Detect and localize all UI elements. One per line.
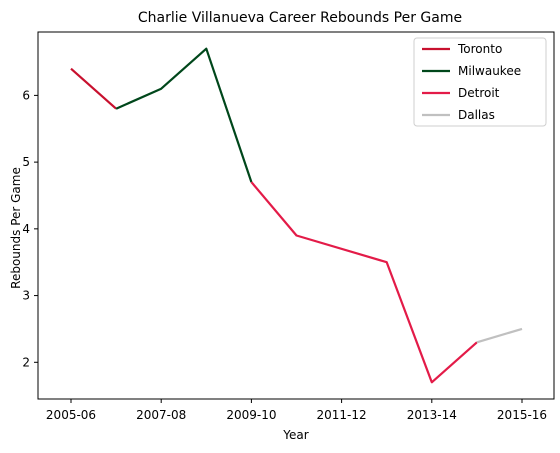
series-lines-layer xyxy=(70,47,523,384)
y-tick-label: 2 xyxy=(22,355,30,369)
y-tick-label: 5 xyxy=(22,155,30,169)
y-axis-label: Rebounds Per Game xyxy=(9,167,23,289)
chart-title: Charlie Villanueva Career Rebounds Per G… xyxy=(138,10,462,26)
x-tick-label: 2007-08 xyxy=(136,408,186,422)
series-line-dallas xyxy=(476,327,523,344)
x-tick-label: 2013-14 xyxy=(407,408,457,422)
x-tick-label: 2009-10 xyxy=(226,408,276,422)
axis-ticks-layer: 2005-06 2007-08 2009-10 2011-12 2013-14 2015-… xyxy=(22,88,547,422)
legend-label-detroit: Detroit xyxy=(458,86,500,100)
y-tick-label: 6 xyxy=(22,88,30,102)
x-tick-label: 2011-12 xyxy=(317,408,367,422)
legend-label-toronto: Toronto xyxy=(457,42,502,56)
x-tick-label: 2015-16 xyxy=(497,408,547,422)
legend-label-dallas: Dallas xyxy=(458,108,495,122)
x-axis-label: Year xyxy=(282,428,308,442)
plot-area-frame xyxy=(37,31,555,400)
legend-label-milwaukee: Milwaukee xyxy=(458,64,521,78)
legend: Toronto Milwaukee Detroit Dallas xyxy=(413,37,547,127)
series-line-toronto xyxy=(70,67,117,110)
y-tick-label: 4 xyxy=(22,222,30,236)
x-tick-label: 2005-06 xyxy=(46,408,96,422)
legend-box xyxy=(413,37,547,127)
series-line-detroit xyxy=(250,181,478,384)
series-line-milwaukee xyxy=(115,47,253,183)
y-tick-label: 3 xyxy=(22,289,30,303)
